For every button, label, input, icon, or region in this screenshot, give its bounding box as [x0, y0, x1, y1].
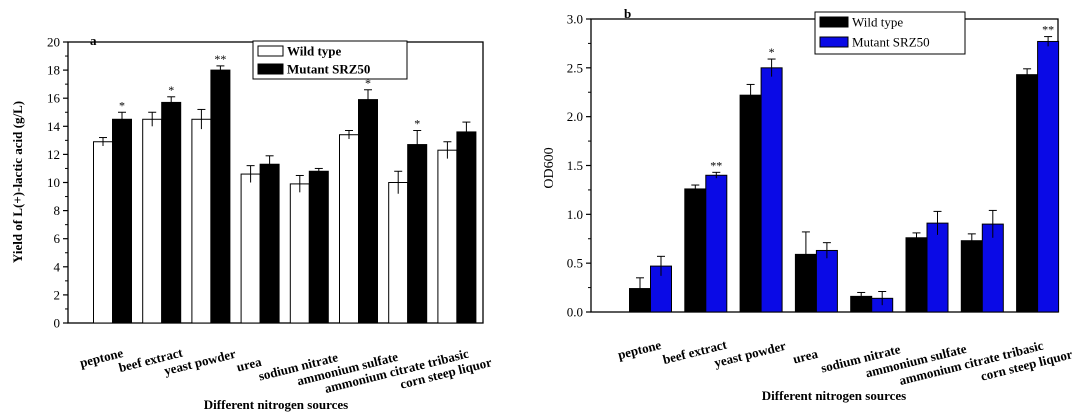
panel-label-b: b: [624, 6, 631, 21]
bar-wild-type: [93, 141, 113, 324]
bar-wild-type: [142, 118, 163, 324]
bar-mutant-srz50: [456, 131, 477, 324]
significance-marker: *: [414, 117, 420, 131]
y-axis-title-b: OD600: [542, 147, 557, 188]
y-tick-label: 3.0: [567, 12, 583, 27]
significance-marker: **: [710, 158, 722, 172]
bar-wild-type: [437, 149, 458, 324]
bar-mutant-srz50: [210, 69, 231, 324]
legend-swatch: [819, 16, 849, 28]
bar-wild-type: [191, 118, 212, 324]
significance-marker: *: [119, 98, 125, 112]
bar-wild-type: [388, 182, 409, 324]
significance-marker: *: [168, 83, 174, 97]
y-tick-label: 2.5: [567, 60, 583, 75]
y-tick-label: 18: [47, 63, 60, 78]
significance-marker: **: [1042, 23, 1054, 37]
bar-mutant-srz50: [259, 163, 280, 324]
bar-mutant-srz50: [308, 170, 329, 324]
bar-mutant-srz50: [161, 101, 182, 324]
bar-wild-type: [1016, 74, 1039, 313]
bar-mutant-srz50: [358, 99, 378, 324]
y-tick-label: 2.0: [567, 109, 583, 124]
legend-label: Wild type: [852, 15, 903, 30]
y-tick-label: 14: [47, 119, 61, 134]
y-tick-label: 12: [47, 147, 60, 162]
bar-wild-type: [240, 173, 261, 324]
bar-mutant-srz50: [705, 174, 728, 313]
y-tick-label: 0.0: [567, 305, 583, 320]
legend-label: Mutant SRZ50: [852, 35, 930, 50]
bar-wild-type: [339, 134, 359, 324]
bar-wild-type: [684, 188, 707, 313]
y-tick-label: 2: [54, 287, 61, 302]
bar-wild-type: [905, 237, 928, 313]
legend-swatch: [257, 63, 284, 75]
bar-mutant-srz50: [407, 144, 428, 324]
legend-label: Wild type: [287, 44, 342, 59]
significance-marker: *: [769, 45, 775, 59]
y-tick-label: 0: [54, 316, 61, 331]
x-category-label: urea: [235, 354, 263, 375]
x-category-label: peptone: [616, 337, 663, 362]
bar-mutant-srz50: [1037, 40, 1060, 313]
x-axis-title-b: Different nitrogen sources: [762, 388, 906, 403]
y-tick-label: 4: [54, 259, 61, 274]
bar-wild-type: [960, 240, 983, 313]
chart-panel-b: b OD600 Different nitrogen sources 0.0 0.…: [542, 6, 1074, 403]
y-tick-label: 16: [47, 91, 61, 106]
bar-wild-type: [739, 94, 762, 313]
y-axis-title-a: Yield of L(+)-lactic acid (g/L): [10, 101, 25, 263]
chart-panel-a: a Yield of L(+)-lactic acid (g/L) Differ…: [10, 33, 493, 412]
x-axis-title-a: Different nitrogen sources: [204, 397, 348, 412]
bar-mutant-srz50: [815, 249, 838, 313]
y-tick-label: 1.0: [567, 207, 583, 222]
bar-mutant-srz50: [112, 118, 132, 324]
y-tick-label: 10: [47, 175, 60, 190]
panel-label-a: a: [90, 33, 97, 48]
legend-swatch: [257, 45, 284, 57]
significance-marker: **: [214, 52, 226, 66]
y-tick-label: 6: [54, 231, 61, 246]
y-tick-label: 1.5: [567, 158, 583, 173]
x-category-label: urea: [791, 346, 819, 367]
bar-mutant-srz50: [760, 67, 783, 313]
bar-mutant-srz50: [926, 222, 949, 313]
legend-swatch: [819, 36, 849, 48]
y-tick-label: 8: [54, 203, 61, 218]
y-tick-label: 0.5: [567, 256, 583, 271]
significance-marker: *: [365, 76, 371, 90]
legend-label: Mutant SRZ50: [287, 62, 370, 77]
y-tick-label: 20: [47, 35, 60, 50]
bar-wild-type: [289, 183, 310, 324]
